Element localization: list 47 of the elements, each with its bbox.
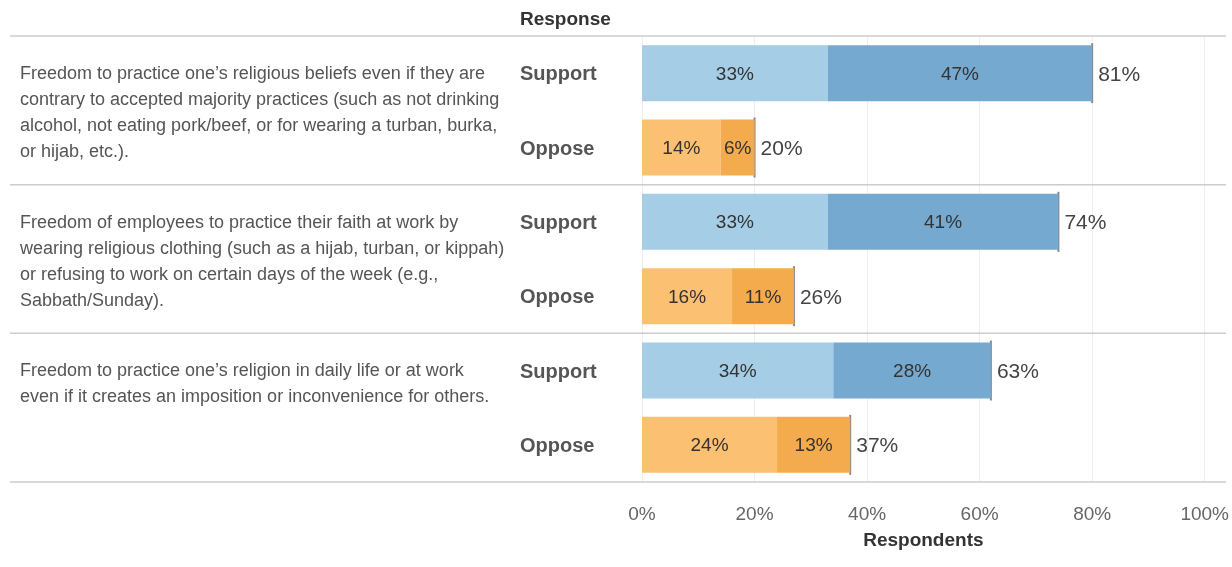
bar <box>642 416 778 473</box>
data-label: 14% <box>662 137 701 158</box>
data-label: 16% <box>668 285 707 307</box>
x-tick-label: 20% <box>735 503 774 524</box>
data-label: 6% <box>723 137 752 158</box>
bar <box>642 268 733 325</box>
bar <box>777 416 851 473</box>
y-tick-label: Support <box>520 210 597 233</box>
bar <box>642 193 828 250</box>
y-tick-label: Support <box>520 359 597 382</box>
y-tick-label: Oppose <box>520 433 595 456</box>
x-axis-title: Respondents <box>863 529 984 550</box>
bar <box>642 119 721 176</box>
data-label: 24% <box>690 434 729 456</box>
total-label: 74% <box>1064 210 1107 234</box>
data-label: 11% <box>744 285 782 307</box>
data-label: 33% <box>715 211 754 233</box>
data-label: 41% <box>924 211 963 233</box>
bar <box>827 193 1059 250</box>
bar <box>642 342 834 399</box>
x-tick-label: 40% <box>848 503 887 524</box>
bar <box>720 119 755 176</box>
data-label: 28% <box>893 360 932 381</box>
bar <box>833 342 991 399</box>
x-tick-label: 100% <box>1180 503 1230 524</box>
data-label: 13% <box>794 434 833 456</box>
total-label: 26% <box>799 284 842 308</box>
y-axis-title: Response <box>520 8 611 29</box>
x-tick-label: 80% <box>1073 503 1112 524</box>
text: Freedom to practice one’s religious beliefs even if they are contrary to accepted majority practices (such as not drinking alcohol, not eating pork/beef, or for wearing a turban, burka, or hijab, etc.). <box>20 63 505 161</box>
data-label: 34% <box>718 360 757 381</box>
bar <box>642 45 828 102</box>
total-label: 63% <box>996 359 1039 382</box>
y-tick-label: Support <box>520 62 597 85</box>
data-label: 33% <box>715 62 754 84</box>
x-tick-label: 0% <box>628 503 656 524</box>
text: Freedom to practice one’s religion in daily life or at work even if it creates an imposition or inconvenience for others. <box>20 360 490 407</box>
bar <box>827 45 1093 102</box>
bar <box>732 268 794 325</box>
total-label: 37% <box>856 433 899 457</box>
data-label: 47% <box>940 62 980 84</box>
y-tick-label: Oppose <box>520 285 595 308</box>
total-label: 81% <box>1098 61 1141 85</box>
y-tick-label: Oppose <box>520 136 595 159</box>
text: Freedom of employees to practice their faith at work by wearing religious clothing (such as a hijab, turban, or kippah) or refusing to work on certain days of the week (e.g., Sabbath/Sunday). <box>19 211 510 310</box>
x-tick-label: 60% <box>960 503 999 524</box>
total-label: 20% <box>760 136 803 159</box>
